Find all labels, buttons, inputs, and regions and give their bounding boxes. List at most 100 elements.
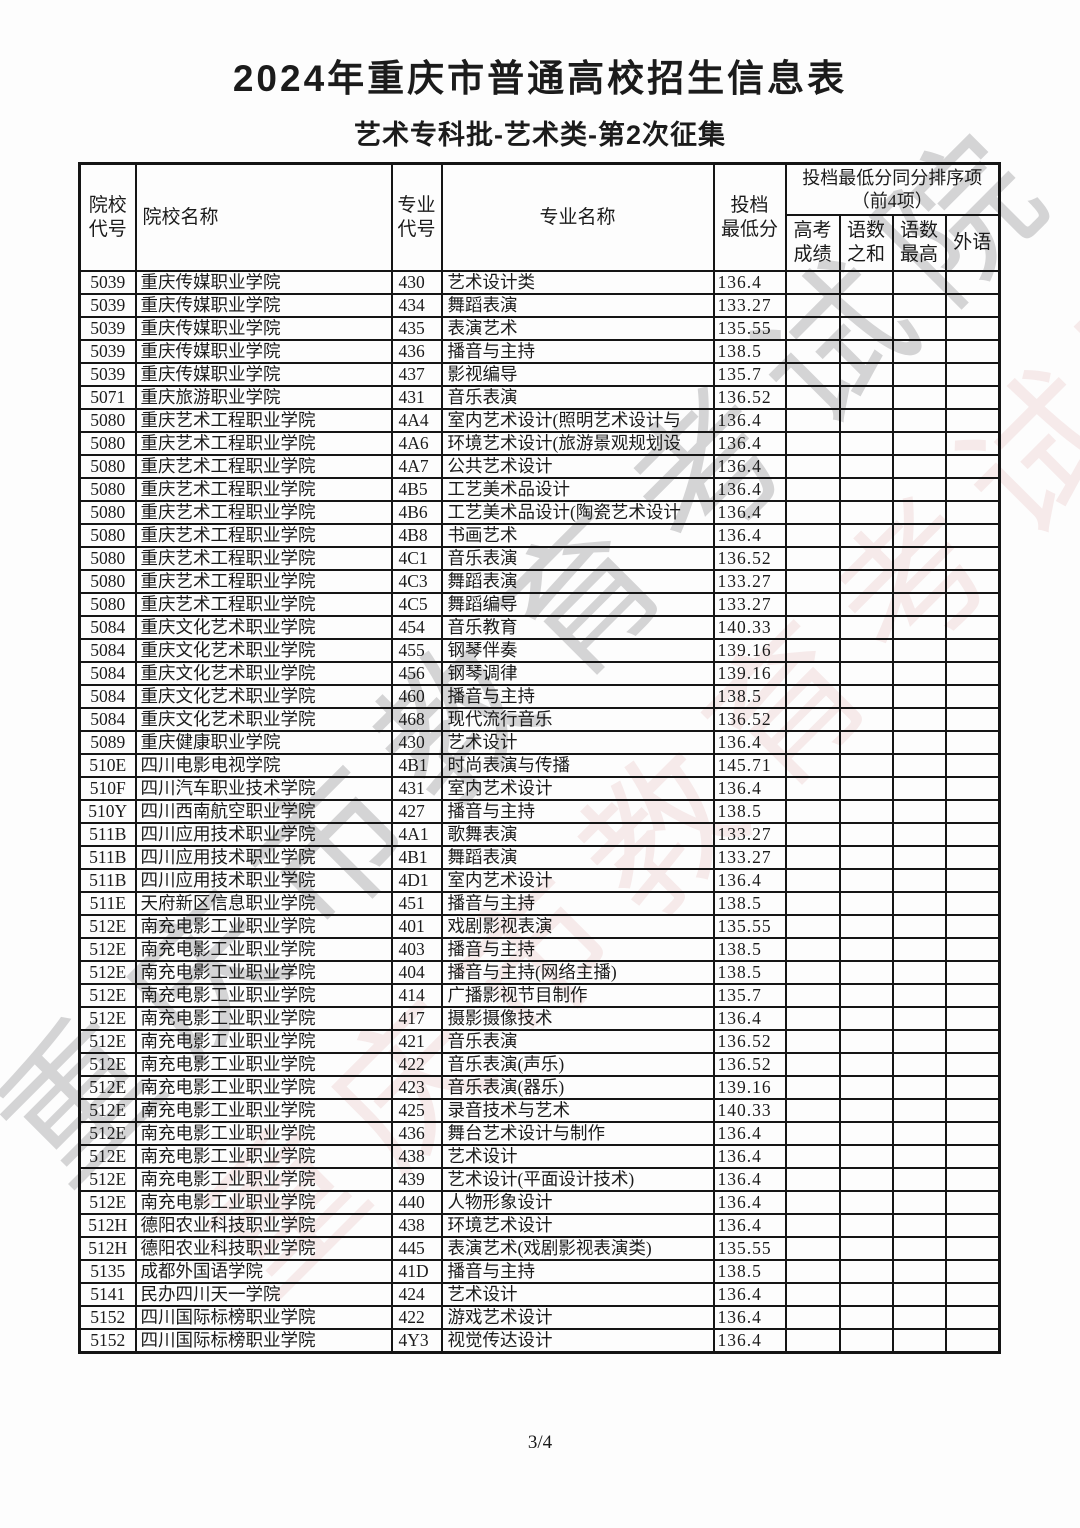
cell-college-code: 5039: [78, 316, 137, 341]
cell-major-code: 403: [390, 937, 443, 962]
cell-gaokao-score: [784, 845, 841, 870]
table-row: 512E 南充电影工业职业学院 414 广播影视节目制作 135.7: [78, 983, 1001, 1008]
cell-chinese-math-sum: [838, 776, 894, 801]
cell-min-score: 136.4: [712, 454, 787, 479]
cell-college-code: 511B: [78, 868, 137, 893]
cell-gaokao-score: [784, 339, 841, 364]
cell-major-code: 4A4: [390, 408, 443, 433]
cell-college-code: 5080: [78, 546, 137, 571]
cell-college-code: 510E: [78, 753, 137, 778]
table-row: 5135 成都外国语学院 41D 播音与主持 138.5: [78, 1259, 1001, 1284]
table-row: 511B 四川应用技术职业学院 4A1 歌舞表演 133.27: [78, 822, 1001, 847]
cell-gaokao-score: [784, 270, 841, 295]
cell-chinese-math-max: [891, 1213, 947, 1238]
cell-major-code: 455: [390, 638, 443, 663]
cell-gaokao-score: [784, 1121, 841, 1146]
cell-major-code: 460: [390, 684, 443, 709]
cell-min-score: 136.4: [712, 1167, 787, 1192]
cell-college-name: 重庆艺术工程职业学院: [134, 523, 393, 548]
table-row: 512E 南充电影工业职业学院 423 音乐表演(器乐) 139.16: [78, 1075, 1001, 1100]
cell-major-name: 音乐表演: [440, 546, 715, 571]
table-row: 5080 重庆艺术工程职业学院 4A6 环境艺术设计(旅游景观规划设 136.4: [78, 431, 1001, 456]
cell-chinese-math-max: [891, 362, 947, 387]
cell-chinese-math-sum: [838, 569, 894, 594]
cell-min-score: 136.4: [712, 1190, 787, 1215]
cell-chinese-math-sum: [838, 316, 894, 341]
cell-gaokao-score: [784, 615, 841, 640]
cell-gaokao-score: [784, 477, 841, 502]
cell-gaokao-score: [784, 1259, 841, 1284]
cell-major-code: 4D1: [390, 868, 443, 893]
cell-college-code: 5152: [78, 1328, 137, 1353]
cell-major-code: 4B1: [390, 845, 443, 870]
cell-min-score: 136.4: [712, 1328, 787, 1353]
cell-gaokao-score: [784, 776, 841, 801]
cell-gaokao-score: [784, 983, 841, 1008]
cell-foreign-language: [944, 477, 1001, 502]
cell-college-name: 重庆艺术工程职业学院: [134, 546, 393, 571]
cell-foreign-language: [944, 1006, 1001, 1031]
cell-major-name: 艺术设计: [440, 1144, 715, 1169]
cell-major-code: 456: [390, 661, 443, 686]
table-row: 512E 南充电影工业职业学院 404 播音与主持(网络主播) 138.5: [78, 960, 1001, 985]
cell-college-name: 四川汽车职业技术学院: [134, 776, 393, 801]
cell-major-code: 427: [390, 799, 443, 824]
table-row: 5080 重庆艺术工程职业学院 4B6 工艺美术品设计(陶瓷艺术设计 136.4: [78, 500, 1001, 525]
cell-min-score: 140.33: [712, 615, 787, 640]
cell-major-name: 钢琴伴奏: [440, 638, 715, 663]
cell-foreign-language: [944, 454, 1001, 479]
header-foreign-language: 外语: [944, 214, 1001, 272]
table-row: 5152 四川国际标榜职业学院 422 游戏艺术设计 136.4: [78, 1305, 1001, 1330]
cell-college-name: 四川国际标榜职业学院: [134, 1305, 393, 1330]
cell-major-name: 环境艺术设计: [440, 1213, 715, 1238]
table-row: 510E 四川电影电视学院 4B1 时尚表演与传播 145.71: [78, 753, 1001, 778]
cell-chinese-math-max: [891, 937, 947, 962]
cell-min-score: 135.55: [712, 914, 787, 939]
cell-college-name: 重庆健康职业学院: [134, 730, 393, 755]
cell-gaokao-score: [784, 684, 841, 709]
table-row: 512H 德阳农业科技职业学院 438 环境艺术设计 136.4: [78, 1213, 1001, 1238]
cell-chinese-math-max: [891, 914, 947, 939]
cell-major-name: 表演艺术: [440, 316, 715, 341]
cell-chinese-math-max: [891, 1236, 947, 1261]
cell-college-code: 512E: [78, 1121, 137, 1146]
cell-college-code: 512E: [78, 1006, 137, 1031]
cell-chinese-math-sum: [838, 293, 894, 318]
cell-college-code: 5141: [78, 1282, 137, 1307]
cell-chinese-math-sum: [838, 638, 894, 663]
admission-table-container: 院校 代号 院校名称 专业 代号 专业名称 投档 最低分 投档最低分同分排序项 …: [78, 162, 1001, 1354]
cell-chinese-math-sum: [838, 1098, 894, 1123]
cell-min-score: 135.7: [712, 983, 787, 1008]
cell-min-score: 136.52: [712, 1052, 787, 1077]
cell-min-score: 133.27: [712, 822, 787, 847]
cell-min-score: 136.4: [712, 500, 787, 525]
cell-gaokao-score: [784, 960, 841, 985]
header-college-code: 院校 代号: [78, 162, 137, 272]
cell-min-score: 136.4: [712, 1144, 787, 1169]
cell-major-name: 播音与主持: [440, 799, 715, 824]
table-row: 510Y 四川西南航空职业学院 427 播音与主持 138.5: [78, 799, 1001, 824]
cell-chinese-math-sum: [838, 1144, 894, 1169]
table-row: 5080 重庆艺术工程职业学院 4A7 公共艺术设计 136.4: [78, 454, 1001, 479]
table-row: 5080 重庆艺术工程职业学院 4B5 工艺美术品设计 136.4: [78, 477, 1001, 502]
cell-min-score: 136.4: [712, 270, 787, 295]
cell-chinese-math-max: [891, 615, 947, 640]
cell-chinese-math-max: [891, 845, 947, 870]
cell-gaokao-score: [784, 1052, 841, 1077]
cell-major-code: 4C5: [390, 592, 443, 617]
cell-chinese-math-sum: [838, 937, 894, 962]
table-row: 512E 南充电影工业职业学院 417 摄影摄像技术 136.4: [78, 1006, 1001, 1031]
cell-foreign-language: [944, 431, 1001, 456]
table-row: 5039 重庆传媒职业学院 435 表演艺术 135.55: [78, 316, 1001, 341]
header-major-name: 专业名称: [440, 162, 715, 272]
cell-chinese-math-max: [891, 569, 947, 594]
cell-foreign-language: [944, 1236, 1001, 1261]
cell-gaokao-score: [784, 1213, 841, 1238]
cell-major-code: 4B6: [390, 500, 443, 525]
cell-college-name: 四川应用技术职业学院: [134, 822, 393, 847]
cell-gaokao-score: [784, 431, 841, 456]
cell-chinese-math-sum: [838, 960, 894, 985]
cell-major-name: 表演艺术(戏剧影视表演类): [440, 1236, 715, 1261]
cell-major-name: 艺术设计(平面设计技术): [440, 1167, 715, 1192]
cell-chinese-math-max: [891, 431, 947, 456]
